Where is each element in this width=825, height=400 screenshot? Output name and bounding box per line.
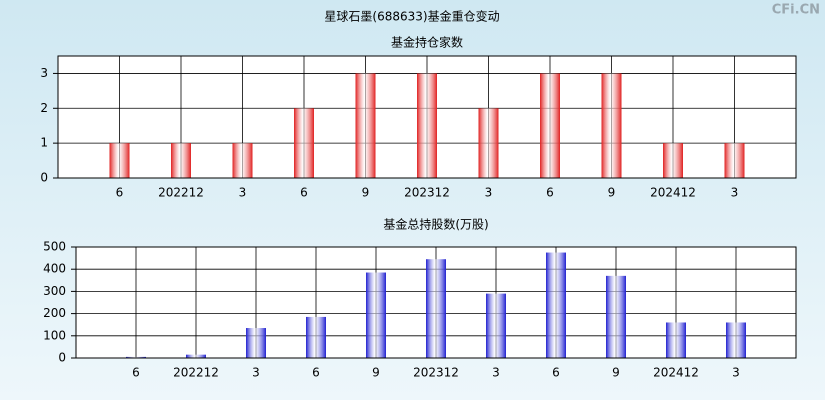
- x-tick-label: 6: [132, 366, 140, 380]
- bar: [355, 73, 376, 178]
- x-tick-label: 202412: [650, 186, 696, 200]
- bar: [294, 108, 314, 178]
- page-title: 星球石墨(688633)基金重仓变动: [324, 9, 499, 24]
- plot-frame: [75, 246, 797, 359]
- y-tick-label: 200: [43, 306, 66, 320]
- x-tick-label: 202312: [404, 186, 450, 200]
- x-tick-label: 202412: [653, 366, 699, 380]
- bar: [540, 73, 560, 178]
- y-tick-label: 2: [40, 101, 48, 115]
- x-tick-label: 6: [552, 366, 560, 380]
- bar: [601, 73, 622, 178]
- bar: [366, 272, 386, 358]
- bar: [186, 354, 206, 358]
- bar: [426, 259, 446, 358]
- x-tick-label: 9: [372, 366, 380, 380]
- bar: [232, 143, 253, 178]
- bar: [606, 275, 626, 358]
- x-tick-label: 6: [546, 186, 554, 200]
- x-tick-label: 6: [116, 186, 124, 200]
- y-tick-label: 300: [43, 284, 66, 298]
- bar: [306, 316, 326, 358]
- bar: [417, 73, 437, 178]
- bar: [109, 143, 130, 178]
- bar: [724, 143, 745, 178]
- x-tick-label: 3: [239, 186, 247, 200]
- y-tick-label: 0: [58, 351, 66, 365]
- x-tick-label: 3: [252, 366, 260, 380]
- y-tick-label: 100: [43, 328, 66, 342]
- x-tick-label: 3: [485, 186, 493, 200]
- x-tick-label: 9: [362, 186, 370, 200]
- x-tick-label: 3: [492, 366, 500, 380]
- plot-frame: [57, 55, 797, 179]
- bar: [726, 322, 746, 358]
- x-tick-label: 202212: [173, 366, 219, 380]
- y-tick-label: 3: [40, 66, 48, 80]
- bar: [486, 293, 506, 358]
- x-tick-label: 3: [731, 186, 739, 200]
- watermark: CFi.CN: [772, 3, 820, 18]
- chart-title: 基金持仓家数: [391, 35, 463, 50]
- y-tick-label: 0: [40, 171, 48, 185]
- bar: [171, 143, 191, 178]
- bar: [663, 143, 683, 178]
- y-tick-label: 400: [43, 262, 66, 276]
- bar: [546, 252, 566, 358]
- bar: [478, 108, 499, 178]
- x-tick-label: 3: [732, 366, 740, 380]
- x-tick-label: 9: [608, 186, 616, 200]
- bar: [126, 356, 146, 358]
- x-tick-label: 202312: [413, 366, 459, 380]
- x-tick-label: 9: [612, 366, 620, 380]
- x-tick-label: 6: [312, 366, 320, 380]
- y-tick-label: 1: [40, 136, 48, 150]
- bar: [666, 322, 686, 358]
- x-tick-label: 202212: [158, 186, 204, 200]
- y-tick-label: 500: [43, 240, 66, 254]
- x-tick-label: 6: [300, 186, 308, 200]
- chart-title: 基金总持股数(万股): [383, 217, 488, 232]
- bar: [246, 328, 266, 358]
